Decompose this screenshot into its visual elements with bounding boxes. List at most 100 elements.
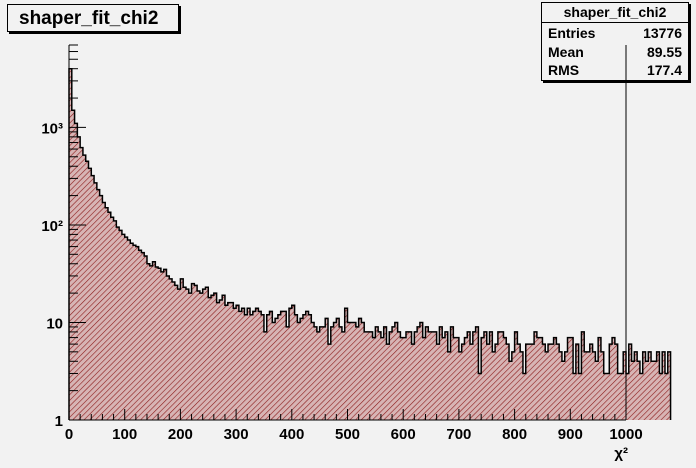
histogram-bin [353,322,357,420]
histogram-bin [667,351,671,420]
histogram-bin [617,373,621,420]
histogram-bin [500,331,504,420]
histogram-bin [386,344,390,420]
histogram-bin [403,337,407,420]
histogram-bin [113,220,117,420]
histogram-bin [341,331,346,420]
histogram-bin [105,207,109,420]
histogram-bin [397,331,401,420]
histogram-bin [620,373,624,420]
histogram-bin [553,337,557,420]
histogram-bin [369,331,373,420]
histogram-bin [559,351,563,420]
histogram-bin [392,326,396,420]
histogram-bin [119,230,123,420]
histogram-bin [194,285,198,420]
histogram-bin [277,314,281,420]
histogram-bin [450,326,454,420]
histogram-bin [211,295,215,420]
histogram-bin [258,311,262,420]
histogram-bin [314,326,318,420]
histogram-bin [358,318,362,420]
x-axis-label: χ² [614,445,628,462]
x-tick-label: 100 [112,426,137,443]
histogram-bin [238,311,242,420]
histogram-bin [436,344,440,420]
histogram-bin [598,337,602,420]
histogram-bin [564,351,568,420]
histogram-bin [525,344,529,420]
histogram-bin [548,344,552,420]
stats-box: shaper_fit_chi2 Entries 13776 Mean 89.55… [541,2,689,81]
histogram-bin [69,68,73,421]
histogram-bin [489,331,493,420]
histogram-bin [389,331,393,420]
histogram-bin [275,318,279,420]
histogram-bin [213,293,217,420]
histogram-bin [634,351,638,420]
histogram-bin [522,373,527,420]
histogram-bin [172,282,176,420]
histogram-bin [255,308,259,420]
x-tick-label: 1000 [609,426,642,443]
histogram-bin [155,267,159,420]
histogram-bin [328,344,332,420]
histogram-bin [266,314,270,420]
histogram-bin [511,351,515,420]
histogram-bin [121,234,125,420]
histogram-bin [233,308,237,420]
histogram-bin [188,293,192,420]
histogram-bin [355,326,359,420]
histogram-bin [433,331,437,420]
histogram-bin [96,189,100,420]
histogram-bin [135,246,139,420]
x-tick-label: 0 [65,426,73,443]
histogram-bin [344,308,348,420]
stats-entries-label: Entries [548,25,596,41]
histogram-bin [319,326,323,420]
histogram-bin [439,326,443,420]
histogram-bin [197,291,201,420]
x-tick-label: 600 [391,426,416,443]
histogram-bin [578,373,582,420]
stats-row-rms: RMS 177.4 [548,61,682,79]
histogram-bin [570,337,574,420]
histogram-bin [283,311,287,420]
histogram-bin [556,344,560,420]
histogram-bin [252,311,256,420]
histogram-bin [311,322,315,420]
histogram-bin [567,337,571,420]
stats-mean-label: Mean [548,44,584,60]
histogram-bin [322,326,326,420]
histogram-bin [272,322,276,420]
histogram-bin [662,351,666,420]
histogram-bin [124,237,128,420]
stats-row-entries: Entries 13776 [548,24,682,42]
x-tick-label: 500 [335,426,360,443]
histogram-bin [637,361,641,420]
y-tick-label: 10³ [41,120,63,137]
histogram-bin [183,287,187,420]
histogram-bin [461,344,465,420]
histogram-bin [127,240,131,420]
histogram-bin [224,305,229,420]
histogram-bin [456,337,460,420]
histogram-bin [509,361,513,420]
histogram-bin [291,305,295,420]
histogram-bin [628,344,632,420]
histogram-bin [475,326,479,420]
histogram-bin [247,308,251,420]
histogram-bin [286,326,290,420]
histogram-bin [592,351,596,420]
histogram-bin [587,351,591,420]
histogram-bin [497,331,501,420]
stats-row-mean: Mean 89.55 [548,43,682,61]
histogram-bin [481,337,485,420]
histogram-bin [177,289,181,420]
histogram-bin [606,373,610,420]
histogram-bin [294,314,298,420]
histogram-bin [372,337,376,420]
histogram-bin [639,373,644,420]
histogram-bin [300,318,304,420]
histogram-bin [316,331,320,420]
